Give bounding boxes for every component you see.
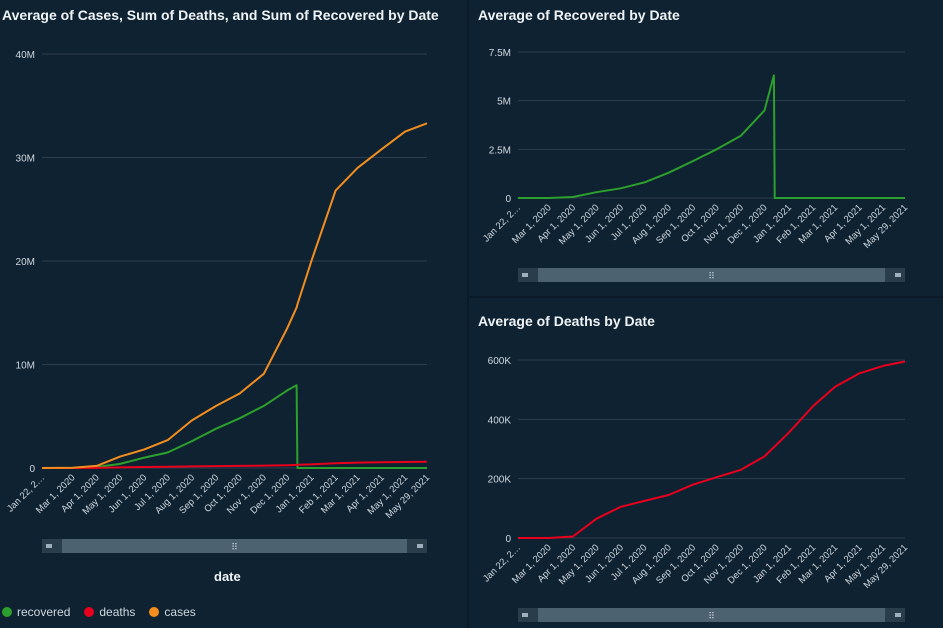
chart-scrollbar[interactable]: ⠿ [518,268,905,282]
y-tick-label: 40M [16,50,35,61]
main-chart-x-axis-title: date [214,569,241,584]
legend-dot-recovered [2,607,12,617]
legend: recovered deaths cases [2,605,196,619]
panel-divider-vertical [467,0,469,628]
series-line-deaths[interactable] [42,460,428,469]
legend-dot-deaths [84,607,95,617]
scrollbar-right-handle[interactable] [895,273,901,277]
chart-scrollbar[interactable]: ⠿ [42,539,427,553]
deaths-chart-title: Average of Deaths by Date [478,313,655,329]
series-line-recovered[interactable] [42,384,427,469]
legend-label-deaths: deaths [99,605,136,619]
legend-item-cases[interactable]: cases [149,605,196,619]
y-tick-label: 0 [505,534,511,545]
series-line-cases[interactable] [41,122,428,469]
y-tick-label: 20M [16,257,35,268]
legend-dot-cases [149,607,160,617]
main-chart-title: Average of Cases, Sum of Deaths, and Sum… [2,7,439,23]
y-tick-label: 0 [505,194,511,205]
y-tick-label: 10M [16,361,35,372]
scrollbar-grip-icon: ⠿ [708,271,715,281]
scrollbar-left-handle[interactable] [522,613,528,617]
legend-label-cases: cases [164,605,196,619]
y-tick-label: 200K [488,475,512,486]
scrollbar-thumb[interactable] [62,539,407,553]
y-tick-label: 5M [497,97,511,108]
legend-item-recovered[interactable]: recovered [2,605,70,619]
scrollbar-left-handle[interactable] [522,273,528,277]
legend-item-deaths[interactable]: deaths [84,605,135,619]
y-tick-label: 30M [16,154,35,165]
chart-scrollbar[interactable]: ⠿ [518,608,905,622]
scrollbar-right-handle[interactable] [895,613,901,617]
y-tick-label: 400K [488,415,512,426]
panel-divider-horizontal [469,296,943,298]
scrollbar-grip-icon: ⠿ [708,611,715,621]
series-line-deaths[interactable] [518,360,906,539]
y-tick-label: 600K [488,356,512,367]
y-tick-label: 0 [29,464,35,475]
scrollbar-right-handle[interactable] [417,544,423,548]
scrollbar-thumb[interactable] [538,268,885,282]
y-tick-label: 7.5M [489,48,511,59]
series-line-recovered[interactable] [518,74,905,199]
legend-label-recovered: recovered [17,605,71,619]
scrollbar-left-handle[interactable] [46,544,52,548]
y-tick-label: 2.5M [489,145,511,156]
recovered-chart-title: Average of Recovered by Date [478,7,680,23]
scrollbar-thumb[interactable] [538,608,885,622]
scrollbar-grip-icon: ⠿ [231,542,238,552]
